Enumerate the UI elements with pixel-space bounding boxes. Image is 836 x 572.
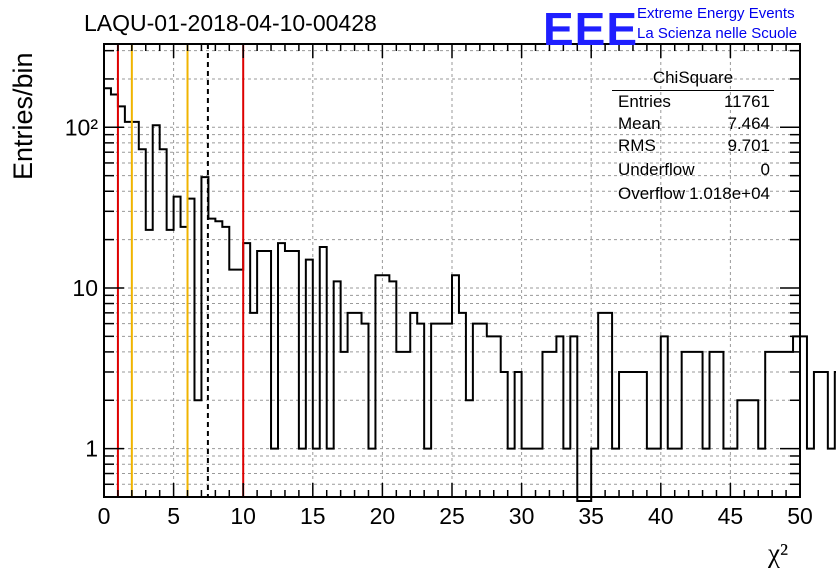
reference-lines bbox=[116, 44, 245, 497]
histogram-outline bbox=[104, 87, 836, 502]
stats-key: RMS bbox=[618, 136, 656, 155]
x-tick-label: 30 bbox=[509, 503, 535, 529]
stats-value: 0 bbox=[760, 160, 770, 179]
x-tick-label: 40 bbox=[648, 503, 674, 529]
stats-title: ChiSquare bbox=[652, 68, 734, 87]
logo-text-line-1: Extreme Energy Events bbox=[637, 5, 795, 22]
stats-key: Overflow bbox=[618, 184, 686, 203]
histogram-series bbox=[104, 87, 836, 502]
axis-tick-labels: 0 5 10 15 20 25 30 35 40 45 50 1 10 10² bbox=[65, 114, 813, 529]
logo-text-line-2: La Scienza nelle Scuole bbox=[637, 25, 798, 42]
x-tick-label: 15 bbox=[300, 503, 326, 529]
y-axis-label: Entries/bin bbox=[8, 52, 38, 180]
eee-logo: EEE bbox=[543, 3, 639, 55]
y-tick-label: 1 bbox=[85, 436, 98, 462]
stats-value: 1.018e+04 bbox=[689, 184, 770, 203]
stats-row-underflow: Underflow 0 bbox=[618, 160, 770, 182]
stats-value: 11761 bbox=[723, 92, 770, 111]
x-tick-label: 5 bbox=[167, 503, 180, 529]
y-tick-label: 10 bbox=[72, 275, 98, 301]
stats-divider bbox=[612, 90, 774, 91]
x-tick-label: 0 bbox=[98, 503, 111, 529]
stats-key: Mean bbox=[618, 114, 661, 133]
x-tick-label: 20 bbox=[370, 503, 396, 529]
stats-value: 7.464 bbox=[727, 114, 770, 133]
x-tick-label: 50 bbox=[787, 503, 813, 529]
x-tick-label: 10 bbox=[230, 503, 256, 529]
x-tick-label: 25 bbox=[439, 503, 465, 529]
stats-key: Underflow bbox=[618, 160, 695, 179]
plot-title: LAQU-01-2018-04-10-00428 bbox=[84, 10, 377, 36]
stats-box: ChiSquare Entries 11761 Mean 7.464 RMS 9… bbox=[612, 68, 774, 210]
stats-value: 9.701 bbox=[727, 136, 770, 155]
stats-row-mean: Mean 7.464 bbox=[618, 114, 770, 136]
stats-row-entries: Entries 11761 bbox=[618, 92, 770, 114]
x-tick-label: 35 bbox=[578, 503, 604, 529]
axis-ticks bbox=[103, 44, 801, 498]
grid bbox=[103, 44, 801, 498]
x-axis-label: χ² bbox=[768, 538, 789, 568]
y-tick-label: 10² bbox=[65, 114, 99, 140]
x-tick-label: 45 bbox=[718, 503, 744, 529]
stats-row-rms: RMS 9.701 bbox=[618, 136, 770, 158]
stats-key: Entries bbox=[618, 92, 671, 111]
stats-row-overflow: Overflow 1.018e+04 bbox=[618, 184, 770, 206]
